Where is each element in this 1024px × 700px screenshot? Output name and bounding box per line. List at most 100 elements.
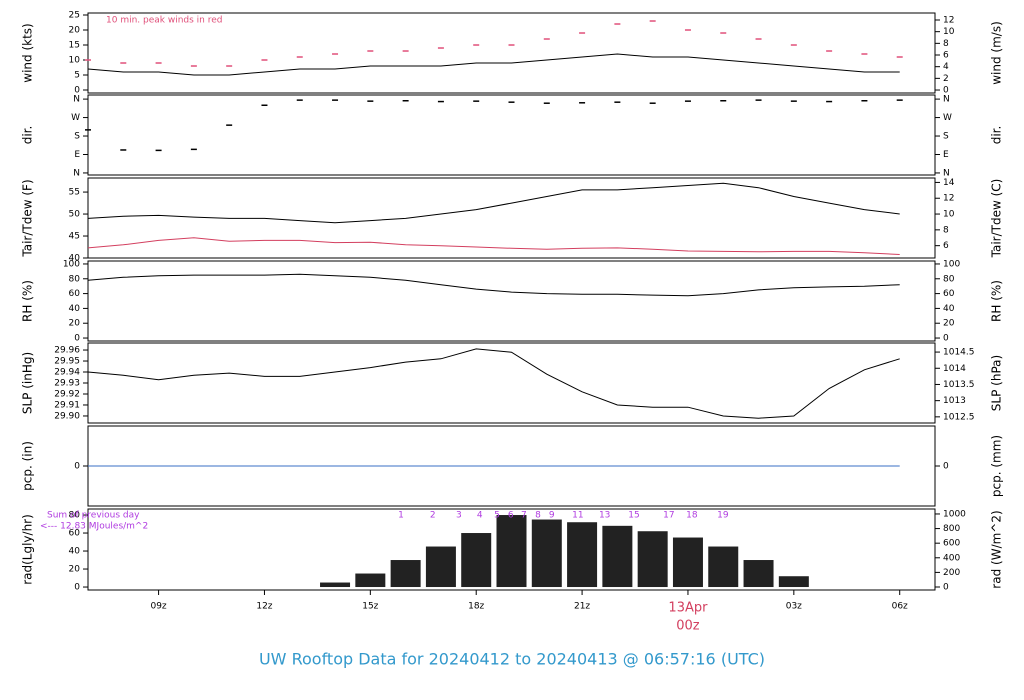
y2-tick-label: 200 (943, 568, 960, 578)
panel-frame (87, 508, 936, 591)
y2-tick-label: 0 (943, 462, 949, 472)
y2-tick-label: 1013 (943, 396, 966, 406)
bar (320, 582, 351, 588)
y-tick-label: 29.94 (54, 368, 80, 378)
panel-frame (87, 260, 936, 342)
y2-tick-label: W (943, 113, 952, 123)
y-axis-title: pcp. (in) (21, 441, 35, 491)
page-title: UW Rooftop Data for 20240412 to 20240413… (259, 650, 765, 669)
y2-tick-label: N (943, 168, 950, 178)
panel-note: Sum of previous day (47, 511, 140, 521)
hour-mark: 9 (549, 511, 555, 521)
y-axis-title: Tair/Tdew (F) (21, 179, 35, 257)
y2-tick-label: 40 (943, 304, 955, 314)
y-tick-label: 25 (69, 11, 80, 21)
y-tick-label: 29.92 (54, 389, 80, 399)
y2-tick-label: 80 (943, 274, 955, 284)
hour-mark: 1 (398, 511, 404, 521)
bar (743, 560, 774, 588)
y-tick-label: 40 (69, 547, 81, 557)
y-tick-label: 0 (74, 583, 80, 593)
series-line (87, 237, 900, 255)
y2-tick-label: 0 (943, 334, 949, 344)
y-tick-label: 60 (69, 529, 81, 539)
y2-tick-label: 800 (943, 524, 960, 534)
hour-mark: 2 (430, 511, 436, 521)
y2-tick-label: 6 (943, 241, 949, 251)
y-tick-label: 0 (74, 334, 80, 344)
y-axis-title: RH (%) (21, 280, 35, 322)
bar (531, 519, 562, 588)
y2-tick-label: 8 (943, 39, 949, 49)
y2-tick-label: 10 (943, 210, 955, 220)
y2-axis-title: dir. (990, 126, 1004, 145)
hour-mark: 13 (599, 511, 610, 521)
bar (672, 537, 703, 588)
y2-tick-label: 0 (943, 86, 949, 96)
bar (567, 522, 598, 588)
hour-mark: 11 (572, 511, 583, 521)
y2-tick-label: 1014 (943, 364, 966, 374)
y-tick-label: 15 (69, 41, 80, 51)
x-tick-label: 12z (256, 602, 272, 612)
series-line (87, 53, 900, 76)
panel-note: <--- 12.83 MJoules/m^2 (40, 522, 148, 532)
panel-frame (87, 342, 936, 424)
y-tick-label: 80 (69, 511, 81, 521)
bar (778, 576, 809, 588)
y-axis-title: wind (kts) (21, 23, 35, 82)
x-tick-date: 13Apr (668, 601, 708, 616)
bar (496, 515, 527, 588)
bar (708, 546, 739, 588)
y-tick-label: 10 (69, 56, 81, 66)
bar (602, 525, 633, 588)
hour-mark: 3 (456, 511, 462, 521)
y-axis-title: dir. (21, 126, 35, 145)
y-tick-label: 60 (69, 289, 81, 299)
y2-tick-label: 2 (943, 74, 949, 84)
hour-mark: 4 (477, 511, 483, 521)
hour-mark: 8 (535, 511, 541, 521)
y-tick-label: 29.90 (54, 411, 80, 421)
series-line (87, 182, 900, 224)
y2-tick-label: 60 (943, 289, 955, 299)
y-tick-label: W (71, 113, 80, 123)
y2-tick-label: 400 (943, 553, 960, 563)
bar (461, 533, 492, 588)
x-tick-label: 15z (362, 602, 378, 612)
hour-mark: 7 (521, 511, 527, 521)
x-tick-label: 00z (676, 619, 700, 634)
hour-mark: 5 (494, 511, 500, 521)
y-tick-label: 0 (74, 462, 80, 472)
y-tick-label: E (74, 150, 80, 160)
series-line (87, 273, 900, 297)
y-tick-label: 55 (69, 188, 80, 198)
y2-tick-label: E (943, 150, 949, 160)
y-tick-label: 20 (69, 319, 81, 329)
y-tick-label: N (73, 95, 80, 105)
y-tick-label: 100 (63, 259, 80, 269)
y-tick-label: 29.96 (54, 346, 80, 356)
y2-tick-label: 12 (943, 16, 954, 26)
y2-axis-title: pcp. (mm) (990, 435, 1004, 497)
y2-axis-title: SLP (hPa) (990, 355, 1004, 411)
y2-tick-label: 100 (943, 259, 960, 269)
y2-tick-label: 0 (943, 583, 949, 593)
y-tick-label: S (74, 132, 80, 142)
y-tick-label: 45 (69, 232, 80, 242)
y-tick-label: 29.93 (54, 379, 80, 389)
x-tick-label: 09z (150, 602, 166, 612)
y2-tick-label: 8 (943, 225, 949, 235)
y2-axis-title: wind (m/s) (990, 21, 1004, 85)
y2-tick-label: 4 (943, 62, 949, 72)
y2-tick-label: 6 (943, 51, 949, 61)
y2-tick-label: 20 (943, 319, 955, 329)
y2-tick-label: 1000 (943, 509, 966, 519)
x-tick-label: 03z (786, 602, 802, 612)
y2-tick-label: 10 (943, 27, 955, 37)
y-tick-label: 80 (69, 274, 81, 284)
panel-frame (87, 12, 936, 94)
y-tick-label: 40 (69, 304, 81, 314)
y-tick-label: 5 (74, 71, 80, 81)
